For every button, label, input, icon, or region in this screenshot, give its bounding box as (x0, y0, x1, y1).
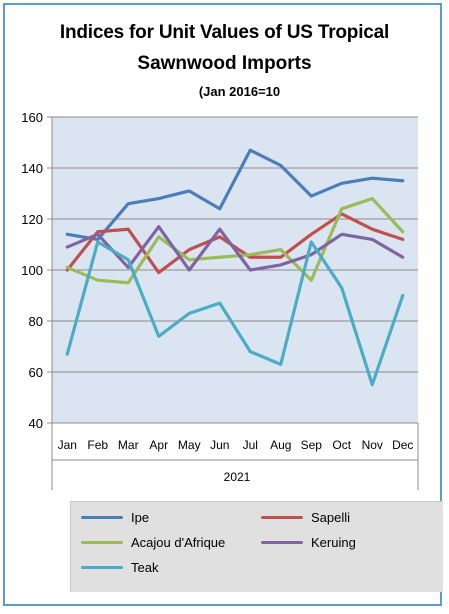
legend-swatch (261, 516, 303, 519)
x-tick-label: Apr (149, 438, 168, 452)
legend-item: Acajou d'Afrique (81, 535, 225, 550)
x-tick-label: Nov (362, 438, 383, 452)
y-tick-label: 100 (21, 263, 43, 278)
chart-subtitle: (Jan 2016=10 (198, 84, 281, 99)
y-tick-label: 60 (29, 365, 43, 380)
y-tick-label: 160 (21, 110, 43, 125)
legend-swatch (81, 541, 123, 544)
series-line-keruing (65, 225, 405, 272)
y-tick-label: 120 (21, 212, 43, 227)
x-tick-label: May (178, 438, 201, 452)
legend-label: Ipe (131, 510, 150, 525)
legend-label: Teak (131, 560, 159, 575)
legend-item: Sapelli (261, 510, 350, 525)
legend-swatch (81, 566, 123, 569)
y-tick-label: 140 (21, 161, 43, 176)
legend-swatch (261, 541, 303, 544)
legend-item: Teak (81, 560, 158, 575)
series-line-ipe (65, 148, 405, 241)
y-tick-label: 80 (29, 314, 43, 329)
legend-label: Keruing (311, 535, 356, 550)
legend-item: Ipe (81, 510, 149, 525)
x-axis-label: 2021 (224, 470, 251, 484)
series-line-teak (65, 240, 405, 387)
x-tick-label: Oct (332, 438, 351, 452)
chart-title-line2: Sawnwood Imports (137, 53, 312, 74)
series-line-acajou-d-afrique (65, 197, 405, 285)
x-tick-label: Sep (301, 438, 323, 452)
x-tick-label: Feb (87, 438, 108, 452)
legend-label: Sapelli (311, 510, 351, 525)
legend-label: Acajou d'Afrique (131, 535, 226, 550)
y-tick-label: 40 (29, 416, 43, 431)
x-tick-label: Jan (58, 438, 77, 452)
x-tick-label: Dec (392, 438, 413, 452)
chart-legend: Ipe Sapelli Acajou d'Afrique Keruing Teak (70, 501, 443, 592)
x-tick-label: Aug (270, 438, 291, 452)
x-tick-label: Jun (210, 438, 229, 452)
legend-swatch (81, 516, 123, 519)
x-tick-label: Mar (118, 438, 139, 452)
chart-title-line1: Indices for Unit Values of US Tropical (59, 22, 390, 43)
legend-item: Keruing (261, 535, 356, 550)
x-tick-label: Jul (243, 438, 258, 452)
